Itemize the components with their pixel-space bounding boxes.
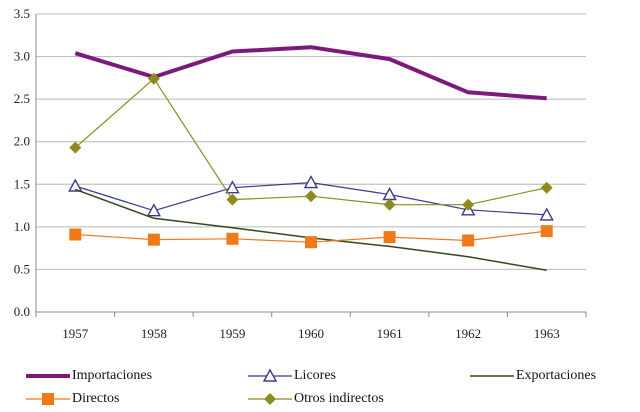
- series-otros-indirectos: [69, 72, 553, 211]
- axes: [35, 14, 587, 317]
- point-otros-indirectos: [540, 181, 553, 194]
- legend-item-exportaciones[interactable]: Exportaciones: [470, 368, 596, 384]
- legend-label-exportaciones: Exportaciones: [516, 368, 597, 383]
- point-directos: [147, 233, 160, 246]
- point-directos: [462, 234, 475, 247]
- legend-swatch-licores: [248, 368, 292, 382]
- legend-label-licores: Licores: [294, 368, 336, 383]
- point-otros-indirectos: [462, 198, 475, 211]
- x-tick-labels: 1957 1958 1959 1960 1961 1962 1963: [62, 326, 559, 341]
- y-tick-label: 1.5: [14, 176, 30, 191]
- y-tick-label: 0.0: [14, 304, 30, 319]
- series-importaciones: [74, 45, 547, 101]
- point-licores: [539, 207, 554, 221]
- legend-label-otros-indirectos: Otros indirectos: [294, 391, 384, 406]
- legend-item-licores[interactable]: Licores: [248, 368, 336, 384]
- series-group: [68, 45, 554, 272]
- legend-swatch-otros-indirectos: [248, 393, 292, 405]
- point-directos: [540, 225, 553, 238]
- line-importaciones: [74, 45, 547, 101]
- gridlines: [36, 13, 586, 270]
- point-otros-indirectos: [226, 193, 239, 206]
- point-licores: [225, 180, 240, 194]
- point-licores: [68, 178, 83, 192]
- point-directos: [383, 231, 396, 244]
- series-directos: [69, 225, 553, 249]
- y-tick-label: 0.5: [14, 261, 30, 276]
- point-directos: [69, 228, 82, 241]
- y-tick-labels: 0.0 0.5 1.0 1.5 2.0 2.5 3.0 3.5: [14, 6, 30, 319]
- x-tick-label: 1959: [219, 326, 245, 341]
- legend-swatch-exportaciones: [470, 375, 514, 377]
- y-tick-label: 2.0: [14, 134, 30, 149]
- point-licores: [146, 203, 162, 217]
- legend-label-importaciones: Importaciones: [72, 368, 153, 383]
- legend-item-otros-indirectos[interactable]: Otros indirectos: [248, 391, 384, 407]
- legend-swatch-directos: [26, 393, 70, 405]
- point-directos: [226, 232, 239, 245]
- x-tick-label: 1961: [377, 326, 403, 341]
- series-licores: [68, 175, 554, 221]
- point-licores: [303, 175, 319, 189]
- x-tick-label: 1962: [455, 326, 481, 341]
- y-tick-label: 3.5: [14, 6, 30, 21]
- y-tick-label: 1.0: [14, 219, 30, 234]
- point-directos: [305, 236, 317, 249]
- legend-label-directos: Directos: [72, 391, 120, 406]
- x-tick-label: 1957: [62, 326, 89, 341]
- point-otros-indirectos: [305, 190, 317, 203]
- point-otros-indirectos: [147, 72, 160, 85]
- legend-item-importaciones[interactable]: Importaciones: [26, 368, 152, 384]
- point-otros-indirectos: [69, 141, 82, 154]
- y-tick-label: 3.0: [14, 49, 30, 64]
- x-tick-label: 1960: [298, 326, 324, 341]
- x-tick-label: 1958: [141, 326, 167, 341]
- x-tick-label: 1963: [534, 326, 560, 341]
- legend-swatch-importaciones: [26, 374, 70, 378]
- y-tick-label: 2.5: [14, 91, 30, 106]
- point-otros-indirectos: [383, 198, 396, 211]
- legend-item-directos[interactable]: Directos: [26, 391, 119, 407]
